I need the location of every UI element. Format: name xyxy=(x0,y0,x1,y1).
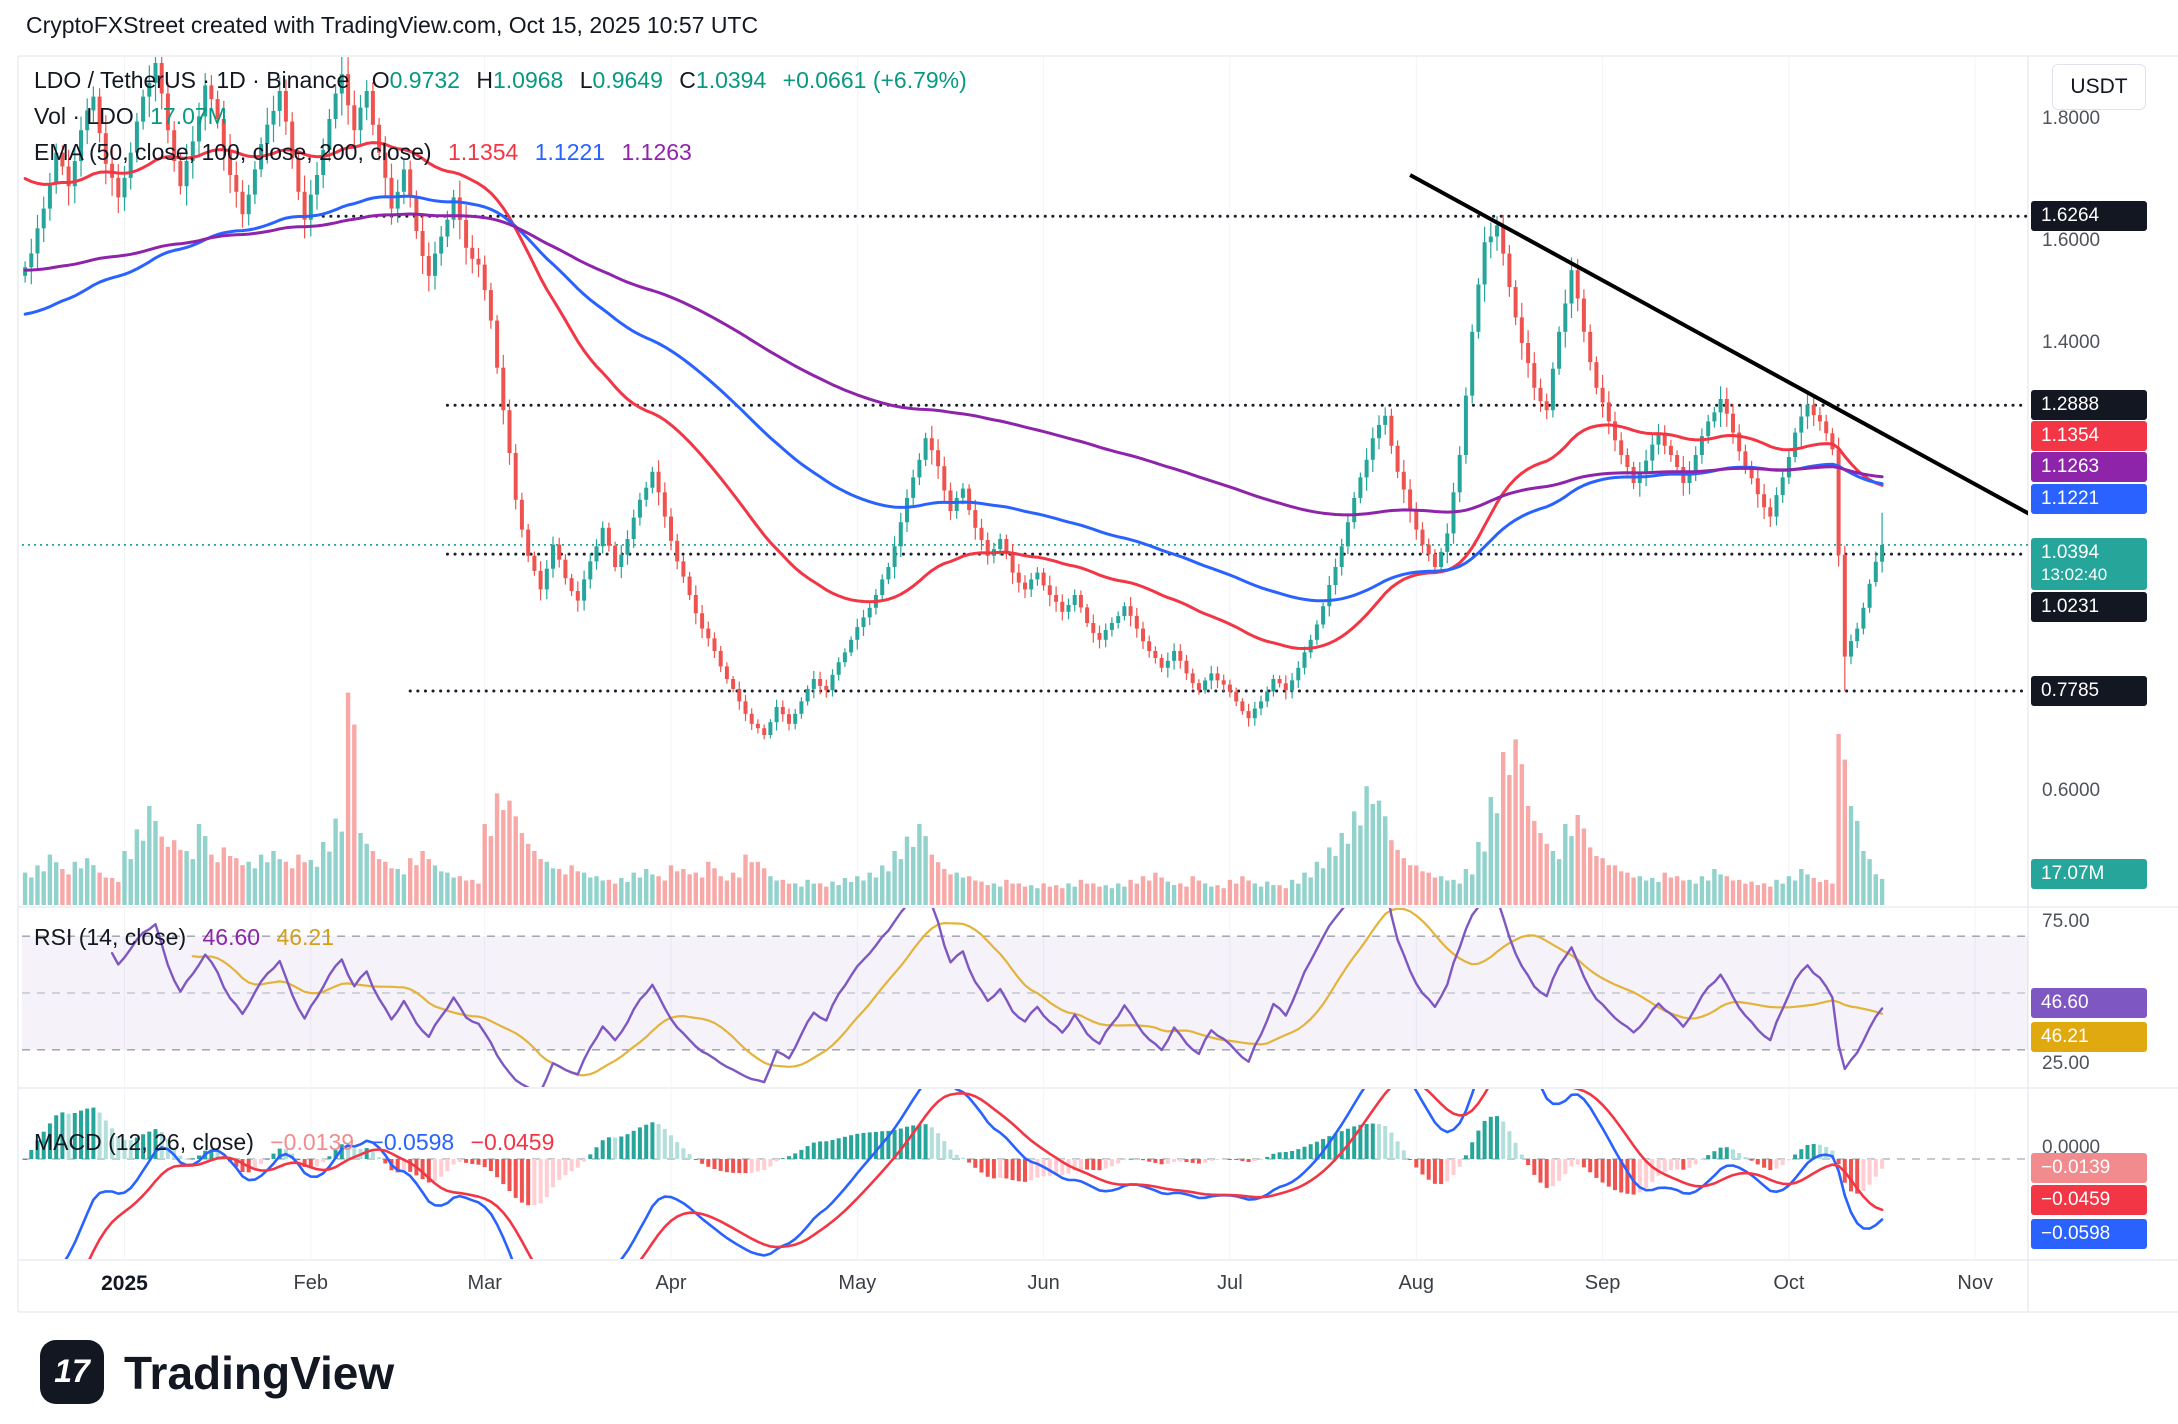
price-axis-tag: 1.2888 xyxy=(2031,390,2147,421)
volume-axis-tag: 17.07M xyxy=(2031,859,2147,890)
rsi-legend: RSI (14, close) 46.60 46.21 xyxy=(34,919,334,955)
ohlc-low-value: 0.9649 xyxy=(592,67,663,93)
price-axis-tag: 1.1221 xyxy=(2031,483,2147,514)
tradingview-logo-text: TradingView xyxy=(124,1347,395,1399)
rsi-label[interactable]: RSI (14, close) xyxy=(34,924,187,950)
macd-axis-tag: −0.0459 xyxy=(2031,1185,2147,1216)
price-axis-tick: 1.4000 xyxy=(2042,332,2101,353)
grid-lines xyxy=(124,57,1976,1259)
macd-label[interactable]: MACD (12, 26, close) xyxy=(34,1129,254,1155)
macd-pane xyxy=(22,1089,2028,1259)
ohlc-low-label: L xyxy=(579,67,593,93)
rsi-ma-value: 46.21 xyxy=(276,924,335,950)
rsi-axis-tick: 75.00 xyxy=(2042,911,2090,932)
change-value: +0.0661 (+6.79%) xyxy=(782,67,967,93)
macd-legend: MACD (12, 26, close) −0.0139 −0.0598 −0.… xyxy=(34,1124,554,1160)
price-axis-tick: 1.8000 xyxy=(2042,108,2101,129)
volume-label: Vol · LDO xyxy=(34,103,134,129)
time-axis-label[interactable]: Mar xyxy=(467,1272,502,1294)
macd-legend-row: MACD (12, 26, close) −0.0139 −0.0598 −0.… xyxy=(34,1124,554,1160)
ohlc-open-label: O xyxy=(371,67,390,93)
time-axis-label[interactable]: 2025 xyxy=(101,1272,148,1295)
candles-layer xyxy=(23,57,1885,740)
volume-row: Vol · LDO 17.07M xyxy=(34,98,967,134)
rsi-axis-tick: 25.00 xyxy=(2042,1053,2090,1074)
symbol-row: LDO / TetherUS · 1D · Binance O0.9732 H1… xyxy=(34,62,967,98)
time-axis-label[interactable]: Aug xyxy=(1398,1272,1435,1294)
ohlc-close-label: C xyxy=(679,67,696,93)
price-axis-tag: 1.1263 xyxy=(2031,452,2147,483)
rsi-legend-row: RSI (14, close) 46.60 46.21 xyxy=(34,919,334,955)
support-resistance-levels[interactable] xyxy=(22,214,2028,693)
rsi-pane xyxy=(22,908,2028,1087)
page-header: CryptoFXStreet created with TradingView.… xyxy=(26,12,758,39)
time-axis-label[interactable]: Nov xyxy=(1957,1272,1993,1294)
time-axis-label[interactable]: Jul xyxy=(1217,1272,1243,1294)
ema50-value: 1.1354 xyxy=(447,139,519,165)
ohlc-close-value: 1.0394 xyxy=(695,67,767,93)
time-axis-label[interactable]: May xyxy=(838,1272,877,1294)
pane-separators xyxy=(17,55,2178,1313)
rsi-axis-tag: 46.21 xyxy=(2031,1021,2147,1052)
price-axis-tag: 1.6264 xyxy=(2031,201,2147,232)
symbol-title[interactable]: LDO / TetherUS · 1D · Binance xyxy=(34,67,350,93)
macd-axis-tag: −0.0139 xyxy=(2031,1152,2147,1183)
ema-row: EMA (50, close, 100, close, 200, close) … xyxy=(34,134,967,170)
price-axis-tag: 1.1354 xyxy=(2031,421,2147,452)
time-axis-label[interactable]: Sep xyxy=(1584,1272,1621,1294)
time-axis-label[interactable]: Feb xyxy=(293,1272,329,1294)
ohlc-high-value: 1.0968 xyxy=(492,67,564,93)
ohlc-high-label: H xyxy=(476,67,493,93)
current-price-value: 1.0394 xyxy=(2041,541,2100,563)
macd-hist-value: −0.0139 xyxy=(270,1129,355,1155)
price-axis-tag: 1.0231 xyxy=(2031,592,2147,623)
volume-bars xyxy=(22,692,1885,906)
ema-label: EMA (50, close, 100, close, 200, close) xyxy=(34,139,432,165)
ema200-value: 1.1263 xyxy=(621,139,692,165)
ohlc-open-value: 0.9732 xyxy=(389,67,460,93)
tradingview-logo-mark: 17 xyxy=(40,1340,104,1404)
price-axis-tick: 0.6000 xyxy=(2042,780,2101,801)
current-price-tag: 1.0394 13:02:40 xyxy=(2031,537,2147,590)
ema100-value: 1.1221 xyxy=(534,139,606,165)
ema-lines xyxy=(23,141,1884,650)
currency-button[interactable]: USDT xyxy=(2052,64,2146,110)
macd-axis-tag: −0.0598 xyxy=(2031,1218,2147,1249)
rsi-value: 46.60 xyxy=(202,924,261,950)
countdown-timer: 13:02:40 xyxy=(2041,564,2108,584)
macd-line-value: −0.0598 xyxy=(370,1129,455,1155)
price-axis-tick: 1.6000 xyxy=(2042,230,2101,251)
header-caption: CryptoFXStreet created with TradingView.… xyxy=(26,12,759,38)
time-axis-label[interactable]: Oct xyxy=(1773,1272,1805,1294)
macd-signal-value: −0.0459 xyxy=(470,1129,555,1155)
main-legend: LDO / TetherUS · 1D · Binance O0.9732 H1… xyxy=(34,62,967,170)
descending-trendline[interactable] xyxy=(1409,173,2031,516)
volume-value: 17.07M xyxy=(150,103,227,129)
price-axis-tag: 0.7785 xyxy=(2031,676,2147,707)
rsi-axis-tag: 46.60 xyxy=(2031,987,2147,1018)
time-axis-label[interactable]: Apr xyxy=(655,1272,687,1294)
time-axis-label[interactable]: Jun xyxy=(1027,1272,1060,1294)
